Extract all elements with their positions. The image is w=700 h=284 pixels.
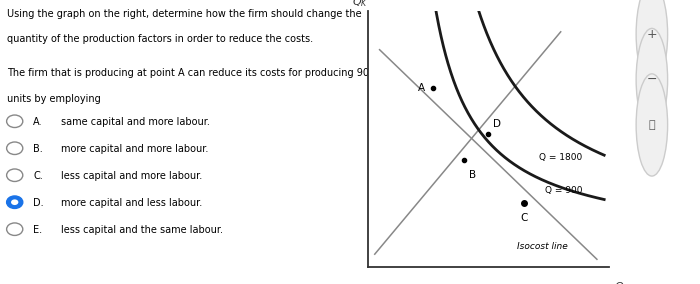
Text: ⧉: ⧉ — [649, 120, 655, 130]
Circle shape — [636, 0, 668, 85]
Text: Q = 900: Q = 900 — [545, 186, 582, 195]
Text: +: + — [647, 28, 657, 41]
Text: C.: C. — [33, 171, 43, 181]
Text: more capital and less labour.: more capital and less labour. — [61, 198, 202, 208]
Text: less capital and the same labour.: less capital and the same labour. — [61, 225, 223, 235]
Text: less capital and more labour.: less capital and more labour. — [61, 171, 202, 181]
Text: E.: E. — [33, 225, 42, 235]
Text: The firm that is producing at point A can reduce its costs for producing 900: The firm that is producing at point A ca… — [7, 68, 375, 78]
Text: $Q_K$: $Q_K$ — [352, 0, 368, 9]
Text: Q = 1800: Q = 1800 — [539, 153, 582, 162]
Text: D: D — [493, 119, 501, 129]
Text: B: B — [469, 170, 476, 180]
Text: A: A — [419, 83, 426, 93]
Circle shape — [6, 223, 23, 235]
Circle shape — [6, 169, 23, 181]
Circle shape — [636, 28, 668, 131]
Text: A.: A. — [33, 117, 43, 127]
Text: more capital and more labour.: more capital and more labour. — [61, 144, 208, 154]
Circle shape — [6, 196, 23, 208]
Text: −: − — [647, 73, 657, 86]
Circle shape — [11, 199, 18, 205]
Circle shape — [636, 74, 668, 176]
Text: $Q_L$: $Q_L$ — [614, 280, 629, 284]
Text: Isocost line: Isocost line — [517, 242, 568, 251]
Circle shape — [6, 142, 23, 154]
Text: same capital and more labour.: same capital and more labour. — [61, 117, 209, 127]
Text: D.: D. — [33, 198, 43, 208]
Circle shape — [6, 115, 23, 128]
Text: units by employing: units by employing — [7, 94, 101, 104]
Text: B.: B. — [33, 144, 43, 154]
Text: C: C — [521, 213, 528, 223]
Text: quantity of the production factors in order to reduce the costs.: quantity of the production factors in or… — [7, 34, 314, 44]
Text: Using the graph on the right, determine how the firm should change the: Using the graph on the right, determine … — [7, 9, 362, 18]
